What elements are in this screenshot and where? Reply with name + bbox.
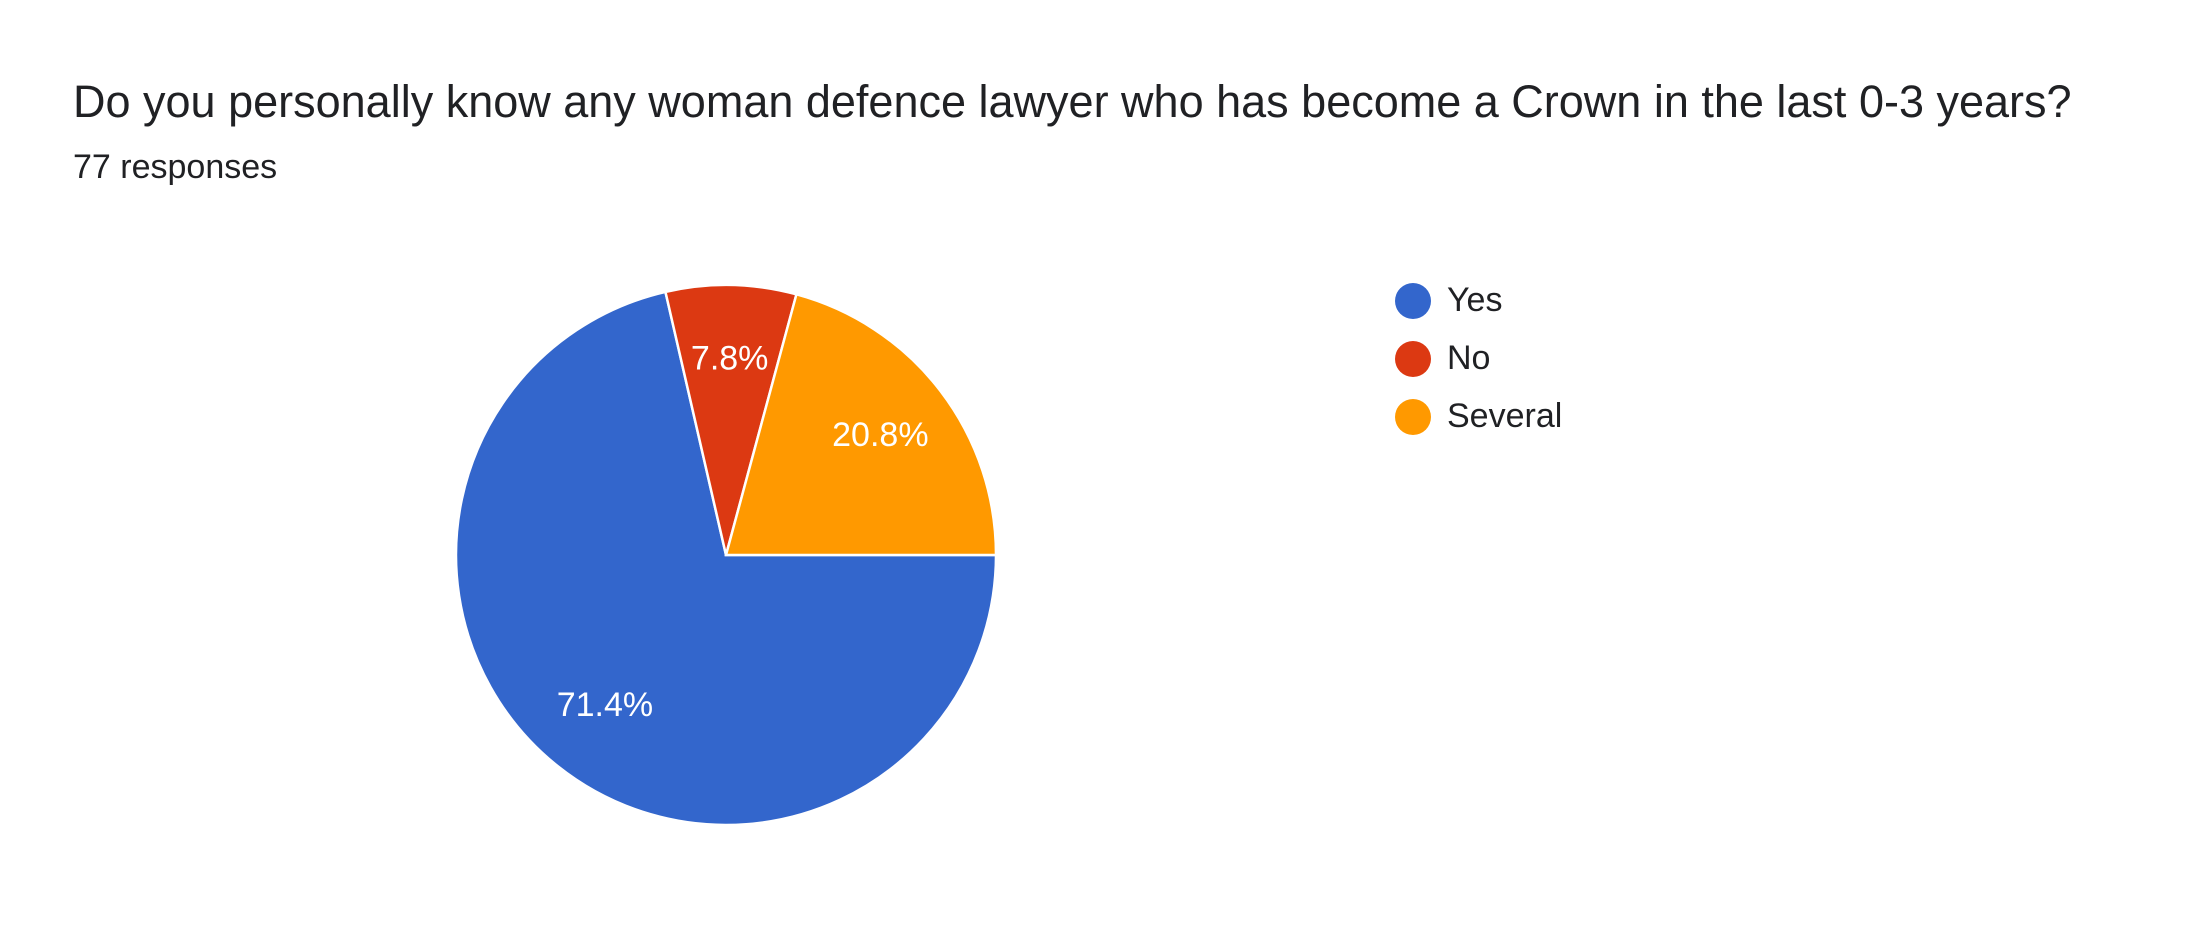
legend-swatch [1395,341,1431,377]
chart-title: Do you personally know any woman defence… [73,76,2072,127]
legend-label: Several [1447,397,1562,435]
legend-label: Yes [1447,281,1502,319]
chart-subtitle: 77 responses [73,148,277,186]
legend-label: No [1447,339,1490,377]
legend-swatch [1395,283,1431,319]
pie-slice [454,290,998,827]
data-label: 71.4% [557,686,653,724]
data-label: 20.8% [832,416,928,454]
legend-swatch [1395,399,1431,435]
data-label: 7.8% [691,340,769,378]
pie-slice [663,283,798,556]
pie-slice [724,292,998,557]
